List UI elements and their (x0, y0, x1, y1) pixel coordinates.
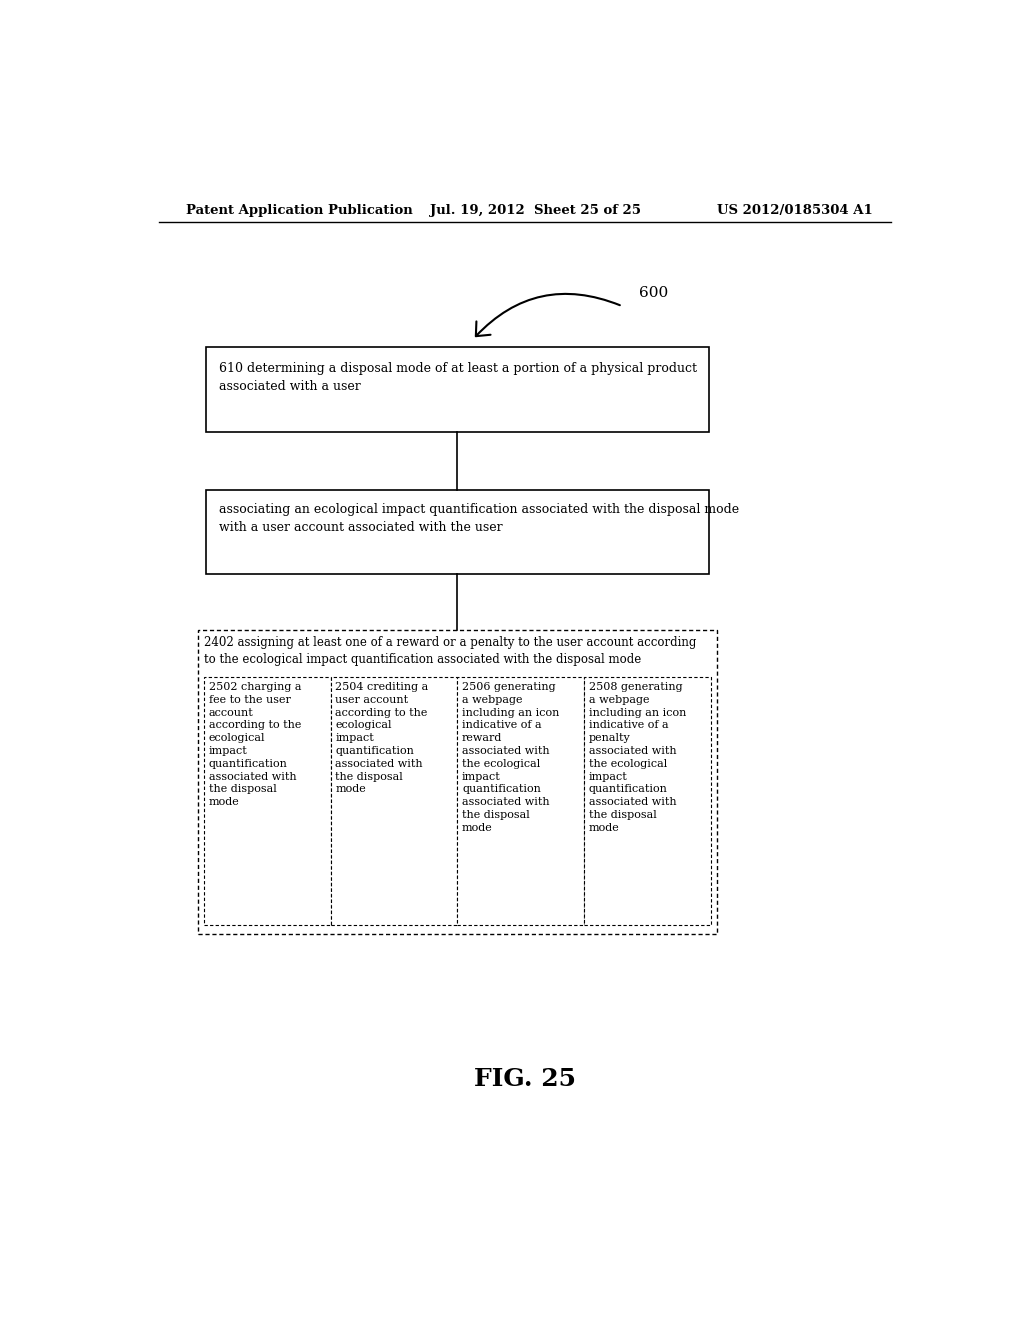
Text: 610 determining a disposal mode of at least a portion of a physical product
asso: 610 determining a disposal mode of at le… (219, 363, 697, 393)
Text: 2508 generating
a webpage
including an icon
indicative of a
penalty
associated w: 2508 generating a webpage including an i… (589, 682, 686, 833)
Text: 2502 charging a
fee to the user
account
according to the
ecological
impact
quant: 2502 charging a fee to the user account … (209, 682, 301, 808)
Text: 2506 generating
a webpage
including an icon
indicative of a
reward
associated wi: 2506 generating a webpage including an i… (462, 682, 559, 833)
Text: FIG. 25: FIG. 25 (474, 1067, 575, 1090)
Bar (458, 677, 584, 924)
Text: associating an ecological impact quantification associated with the disposal mod: associating an ecological impact quantif… (219, 503, 739, 535)
Text: 600: 600 (640, 286, 669, 300)
Text: Patent Application Publication: Patent Application Publication (186, 205, 413, 218)
Bar (198, 630, 717, 933)
Bar (206, 347, 710, 432)
Bar (204, 677, 331, 924)
Bar (331, 677, 458, 924)
Bar (584, 677, 711, 924)
Text: 2504 crediting a
user account
according to the
ecological
impact
quantification
: 2504 crediting a user account according … (335, 682, 429, 795)
Text: US 2012/0185304 A1: US 2012/0185304 A1 (717, 205, 872, 218)
Text: Jul. 19, 2012  Sheet 25 of 25: Jul. 19, 2012 Sheet 25 of 25 (430, 205, 641, 218)
FancyArrowPatch shape (476, 294, 620, 337)
Text: 2402 assigning at least one of a reward or a penalty to the user account accordi: 2402 assigning at least one of a reward … (204, 636, 696, 665)
Bar (206, 490, 710, 574)
